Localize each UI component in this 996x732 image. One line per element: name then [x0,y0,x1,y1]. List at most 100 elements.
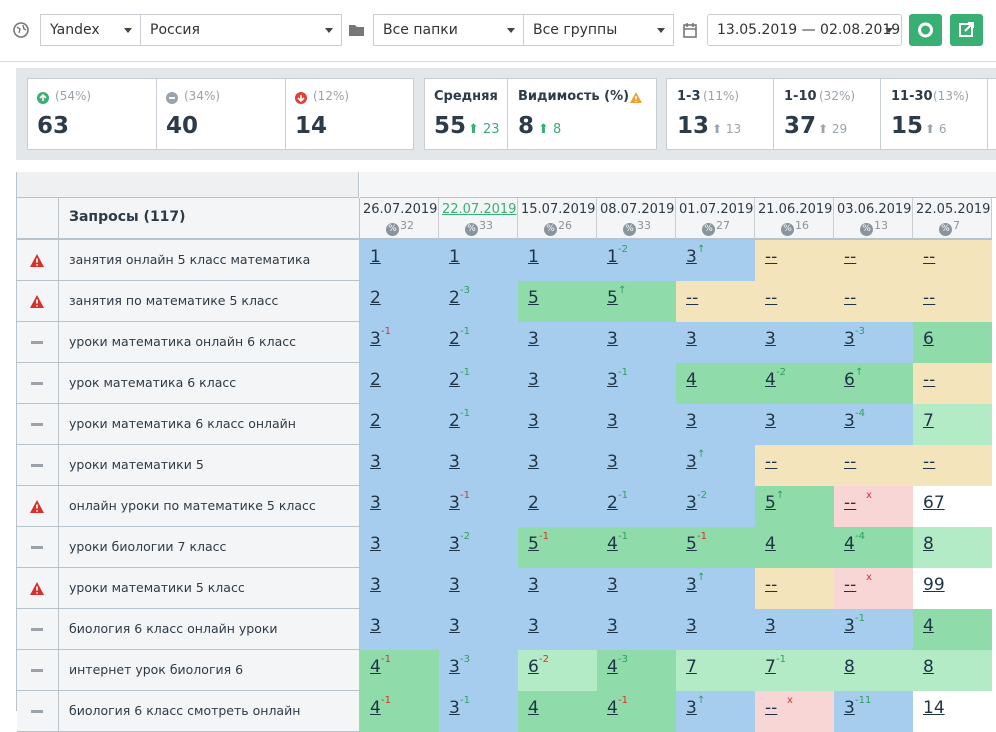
position-value[interactable]: 4 [765,370,776,390]
position-value[interactable]: -- [765,575,778,595]
position-value[interactable]: 2 [370,370,381,390]
position-value[interactable]: 4 [607,657,618,677]
position-value[interactable]: 3 [686,452,697,472]
position-value[interactable]: 2 [370,411,381,431]
position-value[interactable]: 3 [528,575,539,595]
position-value[interactable]: -- [923,452,936,472]
position-value[interactable]: 3 [686,493,697,513]
position-value[interactable]: 4 [686,370,697,390]
position-value[interactable]: 6 [923,329,934,349]
position-value[interactable]: 5 [765,493,776,513]
position-value[interactable]: 4 [607,534,618,554]
position-value[interactable]: 2 [449,288,460,308]
position-value[interactable]: 3 [765,329,776,349]
position-value[interactable]: 2 [449,329,460,349]
position-value[interactable]: 3 [844,616,855,636]
position-value[interactable]: -- [765,452,778,472]
position-value[interactable]: 3 [686,247,697,267]
position-value[interactable]: 3 [370,452,381,472]
position-value[interactable]: -- [923,247,936,267]
position-value[interactable]: 3 [449,493,460,513]
position-value[interactable]: 3 [686,698,697,718]
position-value[interactable]: 3 [844,411,855,431]
position-value[interactable]: 3 [370,575,381,595]
position-value[interactable]: 3 [844,698,855,718]
position-value[interactable]: 2 [370,288,381,308]
position-value[interactable]: 4 [765,534,776,554]
position-value[interactable]: 4 [844,534,855,554]
position-value[interactable]: 4 [607,698,618,718]
position-value[interactable]: 3 [607,370,618,390]
position-value[interactable]: 2 [449,411,460,431]
position-value[interactable]: -- [844,575,857,595]
position-value[interactable]: -- [765,247,778,267]
position-value[interactable]: 5 [528,288,539,308]
position-value[interactable]: 99 [923,575,945,595]
position-value[interactable]: 4 [370,657,381,677]
position-value[interactable]: -- [844,452,857,472]
position-value[interactable]: 5 [686,534,697,554]
position-value[interactable]: 8 [844,657,855,677]
position-value[interactable]: -- [923,370,936,390]
position-value[interactable]: 1 [528,247,539,267]
position-value[interactable]: 3 [607,411,618,431]
position-value[interactable]: 8 [923,534,934,554]
settings-button[interactable] [909,14,942,46]
position-value[interactable]: 3 [449,616,460,636]
position-value[interactable]: -- [765,698,778,718]
position-value[interactable]: 2 [449,370,460,390]
position-value[interactable]: 14 [923,698,945,718]
position-value[interactable]: 3 [449,534,460,554]
position-value[interactable]: 3 [528,411,539,431]
position-value[interactable]: 67 [923,493,945,513]
position-value[interactable]: -- [844,288,857,308]
position-value[interactable]: 3 [449,657,460,677]
position-value[interactable]: 1 [449,247,460,267]
folders-select[interactable]: Все папки [373,14,524,46]
export-button[interactable] [950,14,983,46]
position-value[interactable]: 3 [370,534,381,554]
position-value[interactable]: 6 [528,657,539,677]
position-value[interactable]: 2 [607,493,618,513]
position-value[interactable]: 3 [765,616,776,636]
position-value[interactable]: 4 [528,698,539,718]
engine-select[interactable]: Yandex [40,14,141,46]
position-value[interactable]: 3 [528,452,539,472]
position-value[interactable]: 3 [370,616,381,636]
position-value[interactable]: -- [765,288,778,308]
position-value[interactable]: 8 [923,657,934,677]
groups-select[interactable]: Все группы [523,14,674,46]
position-value[interactable]: -- [686,288,699,308]
position-value[interactable]: 3 [686,329,697,349]
date-header[interactable]: 22.07.2019% 33 [439,198,518,240]
position-value[interactable]: 1 [370,247,381,267]
position-value[interactable]: 5 [607,288,618,308]
position-value[interactable]: -- [844,247,857,267]
position-value[interactable]: -- [844,493,857,513]
position-value[interactable]: 3 [528,370,539,390]
position-value[interactable]: 3 [449,452,460,472]
position-value[interactable]: 3 [607,575,618,595]
position-value[interactable]: 4 [923,616,934,636]
position-value[interactable]: 3 [686,411,697,431]
position-value[interactable]: -- [923,288,936,308]
position-value[interactable]: 3 [370,329,381,349]
position-value[interactable]: 7 [923,411,934,431]
position-value[interactable]: 2 [528,493,539,513]
position-value[interactable]: 1 [607,247,618,267]
position-value[interactable]: 3 [370,493,381,513]
position-value[interactable]: 3 [686,616,697,636]
position-value[interactable]: 3 [607,452,618,472]
position-value[interactable]: 3 [528,329,539,349]
position-value[interactable]: 7 [765,657,776,677]
position-value[interactable]: 3 [449,698,460,718]
position-value[interactable]: 3 [607,329,618,349]
position-value[interactable]: 6 [844,370,855,390]
position-value[interactable]: 3 [528,616,539,636]
position-value[interactable]: 3 [449,575,460,595]
position-value[interactable]: 4 [370,698,381,718]
position-value[interactable]: 3 [607,616,618,636]
position-value[interactable]: 3 [844,329,855,349]
region-select[interactable]: Россия [140,14,342,46]
position-value[interactable]: 7 [686,657,697,677]
